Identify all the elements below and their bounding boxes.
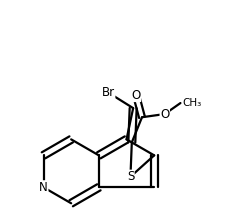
Text: S: S [127, 170, 134, 183]
Text: Br: Br [102, 86, 115, 99]
Text: CH₃: CH₃ [182, 98, 202, 108]
Text: O: O [160, 108, 169, 121]
Text: O: O [132, 89, 141, 101]
Text: N: N [39, 181, 48, 194]
